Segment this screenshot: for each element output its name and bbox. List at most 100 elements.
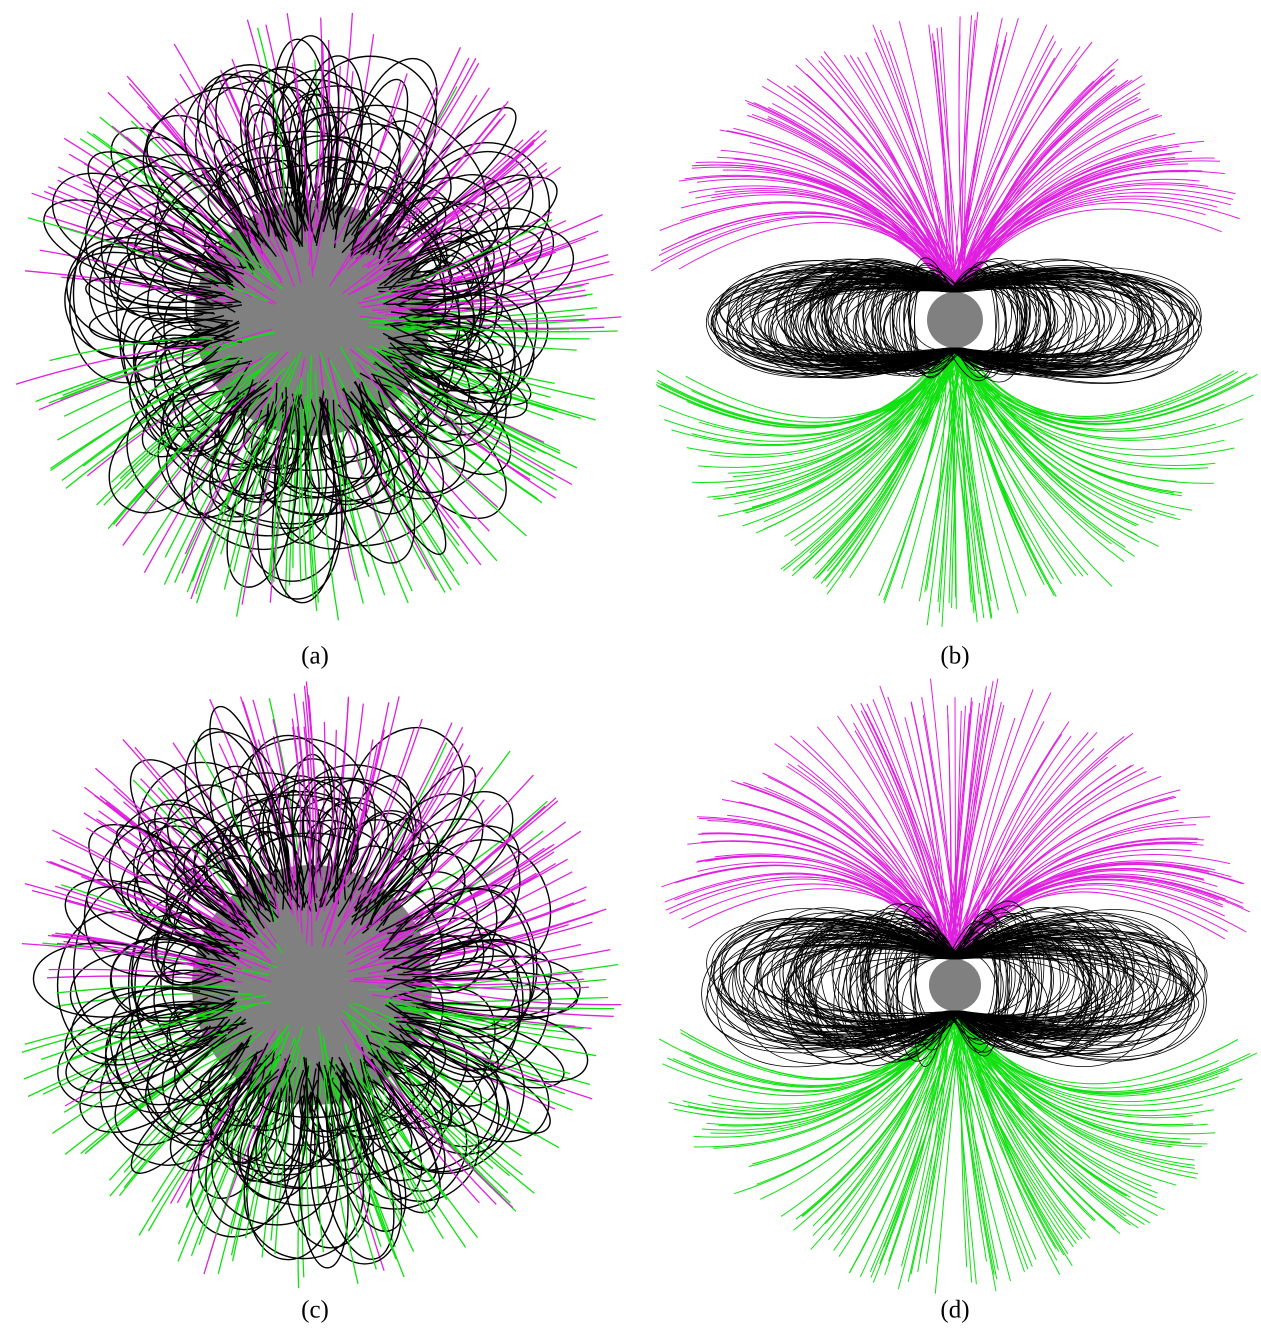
open-field-line <box>322 1066 359 1284</box>
open-field-line <box>407 367 560 452</box>
open-field-line <box>315 703 364 921</box>
closed-field-line <box>797 275 953 364</box>
closed-field-line <box>856 918 960 1057</box>
open-field-line <box>122 351 289 546</box>
closed-field-line <box>783 264 956 376</box>
open-field-line <box>961 347 972 603</box>
closed-field-line <box>255 1079 306 1184</box>
closed-field-line <box>952 920 1196 1050</box>
panel-label: (a) <box>301 643 329 670</box>
closed-field-line <box>950 920 1171 1041</box>
open-field-line <box>767 118 963 293</box>
open-field-line <box>163 417 256 585</box>
open-field-line <box>655 347 946 428</box>
closed-field-line <box>109 803 261 947</box>
open-field-line <box>80 1042 224 1154</box>
open-field-line <box>27 1004 256 1098</box>
closed-field-line <box>954 261 998 372</box>
closed-field-line <box>113 246 232 324</box>
closed-field-line <box>134 334 242 452</box>
open-field-line <box>398 320 618 333</box>
open-field-line <box>147 1027 288 1232</box>
open-field-line <box>333 73 408 245</box>
closed-field-line <box>217 144 312 230</box>
closed-field-line <box>215 70 301 215</box>
open-field-line <box>389 401 490 532</box>
closed-field-line <box>401 284 461 380</box>
open-field-line <box>945 1010 1177 1186</box>
closed-field-line <box>372 177 511 301</box>
open-field-line <box>377 273 614 314</box>
open-field-line <box>31 192 241 276</box>
closed-field-line <box>169 1069 257 1172</box>
closed-field-line <box>43 199 223 294</box>
open-field-line <box>948 721 1070 960</box>
closed-field-line <box>290 1079 391 1133</box>
open-field-line <box>261 1066 292 1258</box>
open-field-line <box>733 158 950 293</box>
closed-field-line <box>953 956 1049 1031</box>
open-field-line <box>946 347 1112 545</box>
closed-field-line <box>203 820 335 898</box>
open-field-line <box>958 1010 1203 1111</box>
closed-field-line <box>821 268 963 372</box>
closed-field-line <box>278 422 379 498</box>
closed-field-line <box>794 932 960 1043</box>
closed-field-line <box>790 281 957 363</box>
open-field-line <box>55 885 253 969</box>
open-field-line <box>348 1004 526 1130</box>
open-field-line <box>316 1080 325 1253</box>
open-field-line <box>274 1055 304 1255</box>
closed-field-line <box>947 911 1104 1053</box>
closed-field-line <box>415 1002 589 1083</box>
open-field-line <box>331 729 386 909</box>
open-field-line <box>872 24 962 293</box>
closed-field-line <box>388 902 485 994</box>
closed-field-line <box>205 1047 339 1170</box>
closed-field-line <box>274 395 335 544</box>
closed-field-line <box>954 937 1193 1023</box>
closed-field-line <box>771 944 957 1029</box>
open-field-line <box>303 726 312 915</box>
open-field-line <box>944 347 1055 580</box>
open-field-line <box>952 11 979 293</box>
open-field-line <box>329 1078 397 1260</box>
open-field-line <box>759 1010 955 1200</box>
open-field-line <box>132 779 264 940</box>
closed-field-line <box>798 944 959 1017</box>
closed-field-line <box>756 918 957 1046</box>
closed-field-line <box>948 287 1142 361</box>
open-field-line <box>860 702 958 960</box>
open-field-line <box>369 355 547 455</box>
open-field-line <box>662 1010 950 1097</box>
closed-field-line <box>953 907 1109 1043</box>
open-field-line <box>177 1049 282 1262</box>
open-field-line <box>372 282 590 311</box>
open-field-line <box>352 1068 479 1238</box>
closed-field-line <box>383 225 574 318</box>
open-field-line <box>366 742 448 884</box>
open-field-line <box>962 347 992 602</box>
closed-field-line <box>371 347 498 447</box>
closed-field-line <box>259 832 359 880</box>
closed-field-line <box>161 256 240 306</box>
open-field-line <box>415 963 618 990</box>
open-field-line <box>307 694 317 904</box>
closed-field-line <box>947 916 1040 1047</box>
closed-field-line <box>383 247 482 343</box>
closed-field-line <box>298 1064 349 1269</box>
open-field-line <box>286 13 314 278</box>
open-field-line <box>952 98 1141 293</box>
sun-disk <box>194 200 430 436</box>
open-field-line <box>134 390 227 503</box>
open-field-line <box>241 394 295 605</box>
open-field-line <box>142 367 286 556</box>
open-field-line <box>917 1010 951 1272</box>
open-field-line <box>961 347 1062 585</box>
closed-field-line <box>259 131 297 216</box>
closed-field-line <box>892 269 959 365</box>
closed-field-line <box>948 909 1000 1040</box>
open-field-line <box>367 140 547 269</box>
open-field-line <box>365 142 533 282</box>
